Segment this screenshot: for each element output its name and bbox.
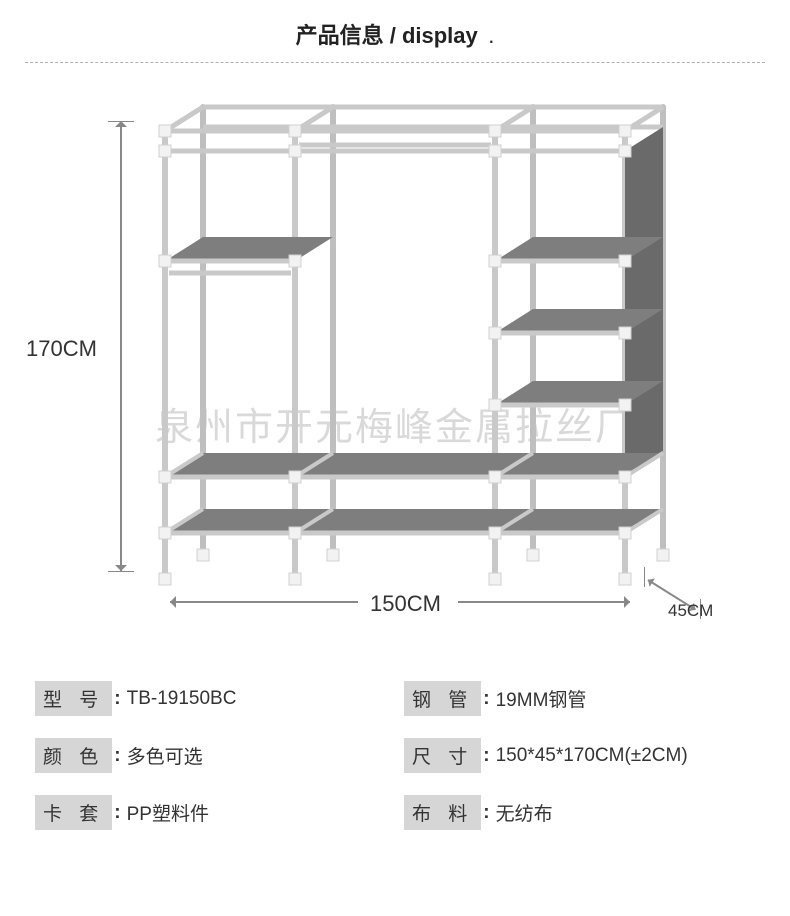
colon: : bbox=[483, 688, 489, 710]
height-arrow bbox=[120, 121, 122, 571]
spec-row-model: 型 号: TB-19150BC bbox=[35, 681, 386, 716]
product-diagram: 泉州市开元梅峰金属拉丝厂 170CM 150CM 45CM bbox=[0, 71, 790, 631]
divider-line bbox=[25, 62, 765, 63]
spec-row-fabric: 布 料: 无纺布 bbox=[404, 795, 755, 830]
depth-label: 45CM bbox=[668, 601, 713, 621]
colon: : bbox=[114, 802, 120, 824]
spec-label: 型 号 bbox=[35, 681, 112, 716]
spec-value: 多色可选 bbox=[127, 742, 203, 769]
spec-value: 150*45*170CM(±2CM) bbox=[496, 745, 688, 767]
spec-value: 无纺布 bbox=[496, 799, 553, 826]
spec-label: 颜 色 bbox=[35, 738, 112, 773]
spec-label: 卡 套 bbox=[35, 795, 112, 830]
spec-row-sleeve: 卡 套: PP塑料件 bbox=[35, 795, 386, 830]
spec-label: 布 料 bbox=[404, 795, 481, 830]
colon: : bbox=[114, 745, 120, 767]
colon: : bbox=[483, 745, 489, 767]
colon: : bbox=[483, 802, 489, 824]
spec-row-tube: 钢 管: 19MM钢管 bbox=[404, 681, 755, 716]
wardrobe-illustration bbox=[155, 101, 715, 591]
spec-table: 型 号: TB-19150BC 钢 管: 19MM钢管 颜 色: 多色可选 尺 … bbox=[35, 681, 755, 830]
spec-value: 19MM钢管 bbox=[496, 685, 587, 712]
colon: : bbox=[114, 688, 120, 710]
spec-label: 钢 管 bbox=[404, 681, 481, 716]
spec-row-color: 颜 色: 多色可选 bbox=[35, 738, 386, 773]
spec-label: 尺 寸 bbox=[404, 738, 481, 773]
width-label: 150CM bbox=[370, 591, 441, 617]
page-title: 产品信息 / display bbox=[296, 23, 478, 48]
title-dot: . bbox=[488, 23, 494, 48]
spec-value: PP塑料件 bbox=[127, 799, 209, 826]
spec-value: TB-19150BC bbox=[127, 688, 237, 710]
height-label: 170CM bbox=[26, 336, 97, 362]
page-header: 产品信息 / display . bbox=[0, 0, 790, 62]
spec-row-size: 尺 寸: 150*45*170CM(±2CM) bbox=[404, 738, 755, 773]
